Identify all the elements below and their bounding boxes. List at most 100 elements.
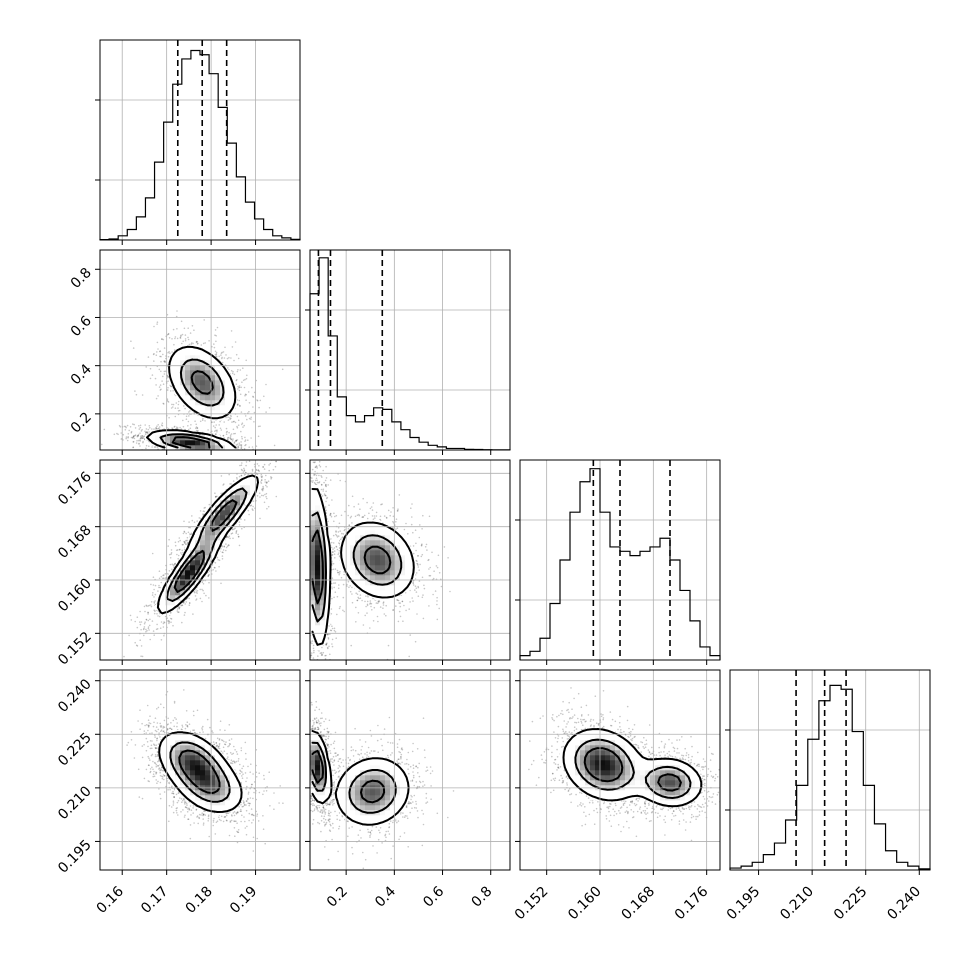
sample-point — [224, 452, 226, 454]
sample-point — [203, 450, 205, 452]
sample-point — [147, 451, 149, 453]
sample-point — [229, 437, 232, 440]
sample-point — [169, 454, 171, 456]
x-tick-label: 0.195 — [724, 884, 764, 924]
sample-point — [167, 332, 170, 335]
sample-point — [153, 588, 155, 591]
sample-point — [153, 634, 155, 636]
sample-point — [227, 536, 230, 539]
sample-point — [248, 460, 251, 463]
sample-point — [139, 437, 142, 440]
density-cell — [195, 355, 201, 361]
sample-point — [153, 325, 155, 328]
sample-point — [273, 444, 276, 447]
sample-point — [132, 435, 135, 438]
density-cell — [185, 370, 191, 376]
sample-point — [195, 589, 197, 591]
sample-point — [147, 356, 150, 358]
density-cell — [210, 395, 216, 401]
sample-point — [251, 470, 254, 472]
sample-point — [167, 375, 169, 378]
sample-point — [142, 440, 144, 443]
sample-point — [167, 380, 169, 383]
sample-point — [244, 393, 247, 396]
sample-point — [267, 505, 270, 508]
sample-point — [222, 434, 225, 437]
sample-point — [169, 390, 172, 392]
density-cell — [215, 390, 221, 396]
sample-point — [143, 634, 145, 637]
sample-point — [196, 453, 198, 455]
sample-point — [146, 605, 148, 607]
sample-point — [163, 403, 165, 405]
density-cell — [180, 430, 186, 436]
density-cell — [210, 400, 216, 406]
histogram-panel-2 — [515, 459, 721, 665]
sample-point — [237, 445, 239, 448]
sample-point — [184, 451, 186, 453]
x-tick-label: 0.210 — [777, 884, 817, 924]
sample-point — [154, 610, 156, 612]
density-cell — [175, 385, 181, 391]
sample-point — [123, 425, 126, 428]
density-cell — [215, 405, 221, 411]
sample-point — [225, 427, 228, 430]
sample-point — [153, 596, 155, 598]
density-cell — [195, 385, 201, 391]
sample-point — [231, 421, 233, 423]
sample-point — [162, 402, 164, 405]
sample-point — [253, 455, 255, 457]
sample-point — [195, 340, 198, 343]
sample-point — [279, 451, 281, 453]
sample-point — [216, 431, 218, 433]
sample-point — [174, 544, 177, 547]
sample-point — [144, 424, 146, 426]
sample-point — [162, 622, 165, 625]
sample-point — [233, 432, 235, 435]
sample-point — [147, 611, 150, 614]
sample-point — [215, 354, 218, 356]
sample-point — [163, 373, 166, 375]
sample-point — [228, 473, 230, 476]
sample-point — [227, 436, 230, 439]
density-cell — [185, 430, 191, 436]
sample-point — [218, 559, 221, 562]
sample-point — [203, 592, 205, 595]
sample-point — [225, 431, 228, 434]
sample-point — [183, 454, 185, 456]
sample-point — [132, 440, 135, 443]
density-cell — [205, 365, 211, 371]
sample-point — [149, 377, 152, 380]
sample-point — [223, 437, 226, 439]
sample-point — [229, 436, 232, 438]
sample-point — [208, 457, 210, 459]
sample-point — [222, 551, 224, 554]
sample-point — [200, 454, 202, 456]
density-cell — [170, 365, 176, 371]
sample-point — [203, 319, 205, 321]
density-cell — [170, 445, 176, 450]
sample-point — [195, 427, 197, 430]
sample-point — [241, 469, 243, 472]
sample-point — [208, 455, 210, 457]
sample-point — [180, 552, 182, 554]
sample-point — [184, 611, 186, 614]
sample-point — [171, 563, 173, 565]
sample-point — [156, 321, 159, 324]
sample-point — [220, 582, 222, 585]
sample-point — [229, 483, 231, 485]
sample-point — [240, 430, 242, 433]
sample-point — [257, 435, 260, 438]
density-cell — [175, 365, 181, 371]
sample-point — [134, 620, 136, 623]
sample-point — [229, 537, 231, 540]
sample-point — [134, 427, 137, 429]
sample-point — [178, 549, 181, 551]
sample-point — [240, 474, 243, 477]
sample-point — [126, 439, 129, 442]
density-cell — [200, 365, 206, 371]
sample-point — [202, 451, 204, 453]
histogram-step-line — [729, 684, 931, 870]
sample-point — [145, 447, 147, 450]
sample-point — [207, 574, 210, 577]
